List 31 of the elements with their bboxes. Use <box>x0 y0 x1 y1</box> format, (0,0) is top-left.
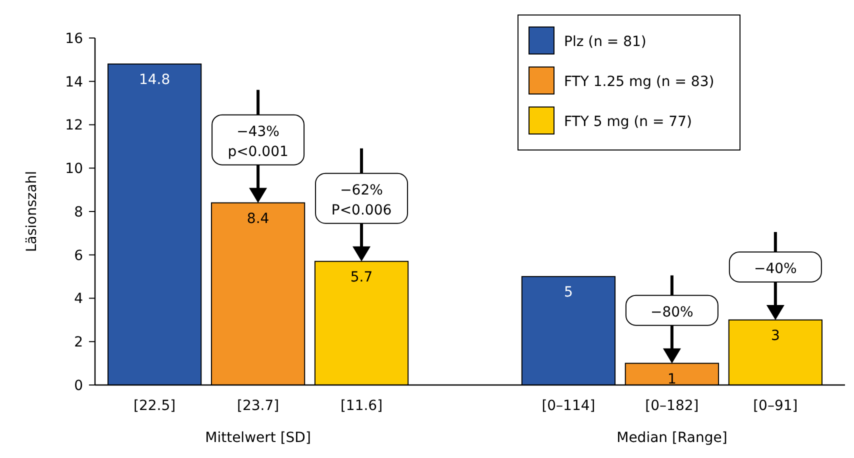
data-label: 8.4 <box>246 210 270 227</box>
data-label: 3 <box>770 328 780 344</box>
annotation: −62% P<0.006 <box>331 182 392 218</box>
y-tick-label: 14 <box>65 74 84 90</box>
x-tick-label: [0–114] <box>542 398 596 414</box>
annotation: −80% <box>650 304 694 320</box>
y-tick-label: 0 <box>74 378 83 394</box>
annotation: −43% p<0.001 <box>228 124 288 160</box>
y-tick-label: 2 <box>74 334 83 351</box>
y-axis-title: Läsionszahl <box>24 171 40 252</box>
y-tick-label: 8 <box>74 204 83 220</box>
y-tick-label: 4 <box>74 291 84 308</box>
text: Median [Range] <box>616 430 728 446</box>
legend-label: FTY 5 mg (n = 77) <box>564 114 692 130</box>
x-tick-label: [0–91] <box>753 398 798 414</box>
legend-label: Plz (n = 81) <box>564 34 646 50</box>
data-label: 1 <box>667 371 676 388</box>
text: Mittelwert [SD] <box>205 430 311 446</box>
y-tick-label: 16 <box>65 30 84 47</box>
x-tick-label: [23.7] <box>236 398 280 414</box>
y-tick-label: 6 <box>74 248 84 264</box>
x-tick-label: [11.6] <box>340 398 383 414</box>
data-label: 5 <box>564 284 573 301</box>
x-tick-label: [0–182] <box>645 398 699 414</box>
data-label: 14.8 <box>138 72 170 88</box>
x-tick-label: [22.5] <box>134 398 176 414</box>
data-label: 5.7 <box>350 269 373 286</box>
y-tick-label: 10 <box>65 161 83 178</box>
legend-label: FTY 1.25 mg (n = 83) <box>564 74 714 90</box>
y-tick-label: 12 <box>65 118 83 134</box>
annotation: −40% <box>754 260 797 277</box>
